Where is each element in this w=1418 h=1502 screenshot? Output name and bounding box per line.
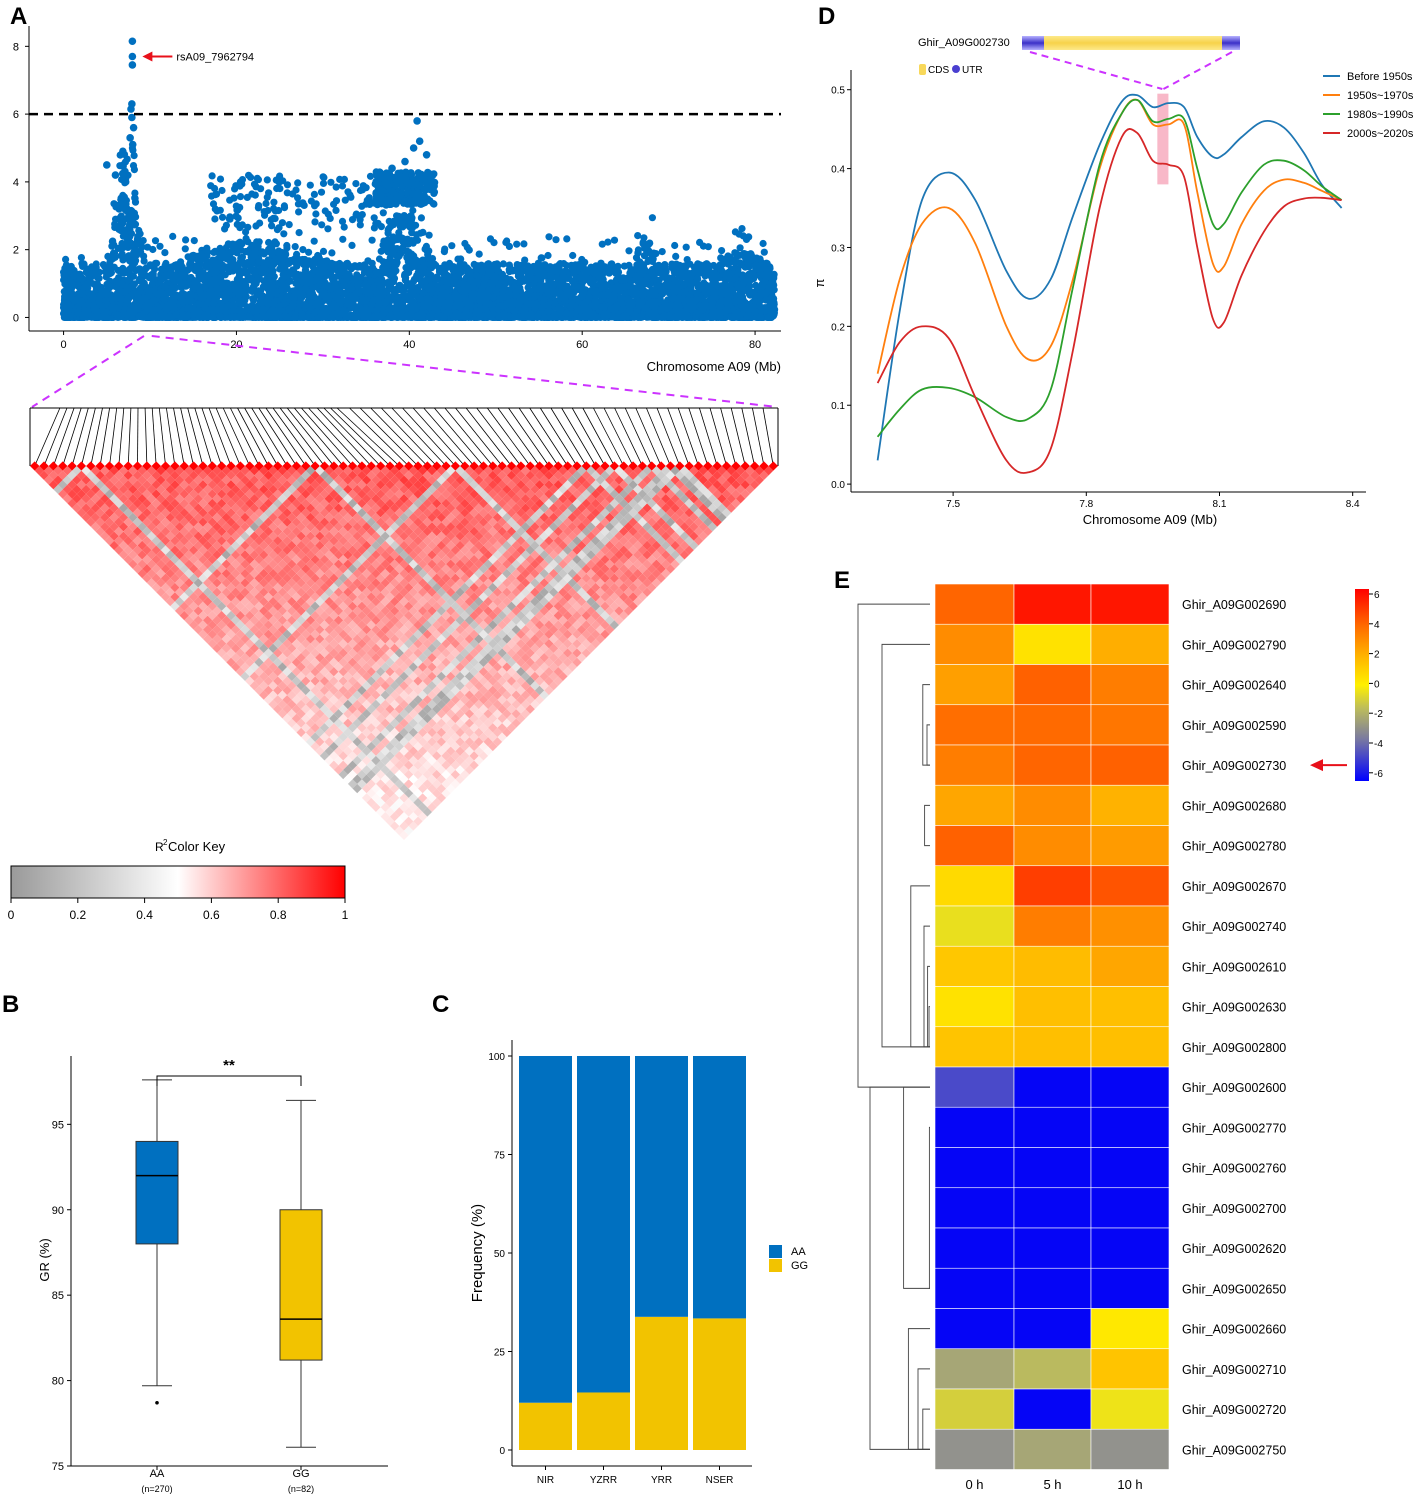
snp-point <box>760 248 768 256</box>
snp-point <box>310 237 318 245</box>
snp-point <box>140 252 148 260</box>
snp-point <box>368 236 376 244</box>
snp-point <box>532 267 541 275</box>
snp-point <box>181 245 189 253</box>
snp-point <box>732 249 740 258</box>
snp-point <box>182 236 190 244</box>
snp-point <box>440 248 448 256</box>
snp-point <box>385 217 393 225</box>
snp-point <box>598 240 606 248</box>
manhattan-xtick-label: 60 <box>576 339 588 351</box>
manhattan-ytick-label: 0 <box>13 312 19 324</box>
manhattan-ytick-label: 2 <box>13 245 19 257</box>
snp-point <box>187 273 195 282</box>
snp-point <box>305 248 313 256</box>
snp-point <box>718 247 726 255</box>
snp-point <box>309 257 318 266</box>
snp-point <box>625 247 633 255</box>
snp-point <box>102 273 110 281</box>
snp-point <box>448 242 456 250</box>
snp-point <box>499 260 507 268</box>
snp-point <box>490 239 498 247</box>
snp-point <box>211 268 219 276</box>
manhattan-ytick-label: 6 <box>13 109 19 121</box>
snp-point <box>291 243 299 251</box>
panel-a-manhattan-ld: 02468020406080Chromosome A09 (Mb)rsA09_7… <box>8 26 781 922</box>
snp-point <box>156 242 164 250</box>
snp-point <box>756 255 764 263</box>
snp-point <box>544 251 552 260</box>
snp-point <box>465 246 473 254</box>
snp-point <box>190 237 198 245</box>
snp-point <box>258 248 266 256</box>
snp-point <box>348 241 356 249</box>
manhattan-xtick-label: 80 <box>749 339 761 351</box>
snp-point <box>218 213 227 221</box>
snp-point <box>629 290 637 298</box>
snp-point <box>538 254 546 262</box>
snp-point <box>682 243 690 251</box>
snp-point <box>545 233 553 241</box>
snp-point <box>634 232 642 240</box>
snp-point <box>349 301 357 309</box>
snp-point <box>668 260 676 268</box>
snp-point <box>409 206 417 215</box>
manhattan-x-axis-title: Chromosome A09 (Mb) <box>647 359 781 374</box>
snp-point <box>148 280 156 288</box>
snp-point <box>520 240 528 248</box>
snp-point <box>283 241 291 250</box>
snp-point <box>759 239 767 248</box>
snp-point <box>242 234 250 243</box>
snp-point <box>423 247 431 256</box>
snp-point <box>339 235 347 243</box>
snp-point <box>505 242 513 250</box>
snp-point <box>169 232 177 240</box>
snp-point <box>534 259 543 267</box>
snp-point <box>736 244 744 252</box>
snp-point <box>671 241 679 250</box>
snp-point <box>513 240 521 248</box>
snp-point <box>295 229 303 237</box>
snp-point <box>299 246 307 254</box>
snp-point <box>402 264 410 272</box>
manhattan-xtick-label: 0 <box>61 339 67 351</box>
snp-point <box>658 248 666 256</box>
manhattan-xtick-label: 40 <box>403 339 415 351</box>
snp-point <box>139 282 147 290</box>
snp-point <box>380 237 388 245</box>
snp-point <box>461 239 469 248</box>
manhattan-points <box>60 37 779 321</box>
snp-point <box>563 235 571 243</box>
manhattan-ytick-label: 8 <box>13 41 19 53</box>
snp-point <box>556 260 564 268</box>
snp-point <box>328 249 336 257</box>
manhattan-ytick-label: 4 <box>13 177 19 189</box>
snp-point <box>672 252 680 260</box>
snp-point <box>648 214 657 222</box>
snp-point <box>738 225 746 233</box>
snp-point <box>604 238 612 246</box>
snp-point <box>610 236 619 244</box>
snp-point <box>569 251 577 260</box>
